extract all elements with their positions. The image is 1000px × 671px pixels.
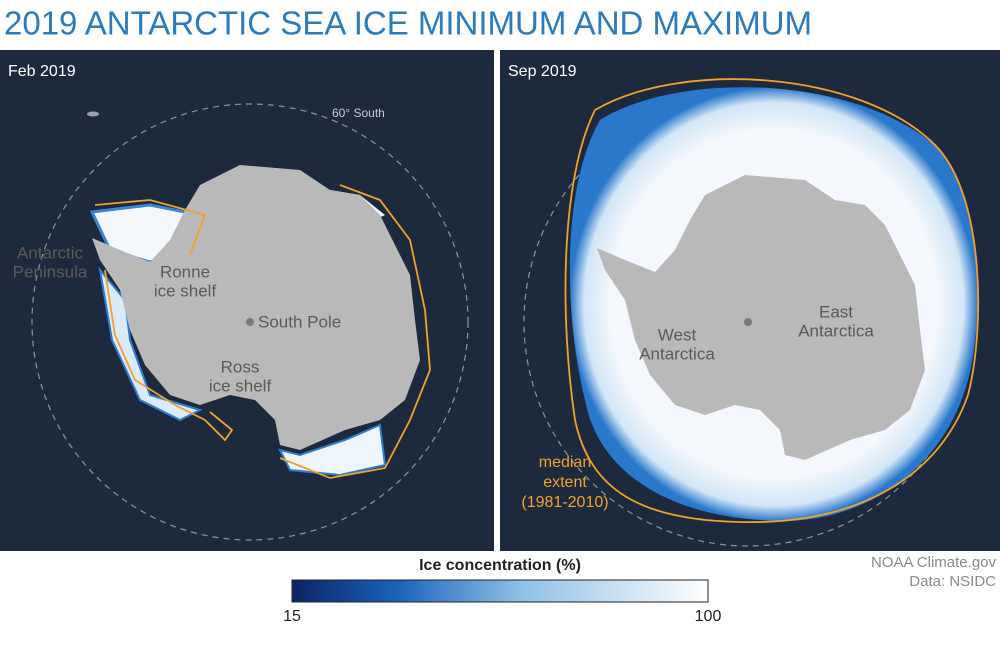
median-extent-line xyxy=(94,184,431,479)
latitude-circle xyxy=(31,103,469,541)
median-label: extent xyxy=(543,474,587,491)
map-label: East xyxy=(819,302,853,321)
map-label: Peninsula xyxy=(13,262,88,281)
colorbar-max: 100 xyxy=(695,608,722,625)
map-label: Ross xyxy=(221,357,260,376)
colorbar-min: 15 xyxy=(283,608,301,625)
map-label: Antarctica xyxy=(798,321,874,340)
map-label: ice shelf xyxy=(154,281,217,300)
page-title: 2019 ANTARCTIC SEA ICE MINIMUM AND MAXIM… xyxy=(4,5,812,42)
feb-panel: Feb 2019 60° South Antarctic Peninsula R… xyxy=(0,50,494,551)
legend-title: Ice concentration (%) xyxy=(419,557,581,574)
map-label: Ronne xyxy=(160,262,210,281)
map-label: ice shelf xyxy=(209,376,272,395)
median-label: median xyxy=(539,454,591,471)
latitude-label: 60° South xyxy=(332,106,385,120)
map-label: Antarctic xyxy=(17,243,84,262)
legend: Ice concentration (%) 15 100 xyxy=(283,557,721,625)
map-label: West xyxy=(658,325,697,344)
pole-marker xyxy=(744,318,752,326)
sep-panel: Sep 2019 West Antarctica East Antarctica… xyxy=(500,50,1000,551)
island xyxy=(87,111,99,117)
panel-date: Feb 2019 xyxy=(8,63,76,80)
median-extent-line xyxy=(564,78,980,523)
credit: Data: NSIDC xyxy=(909,573,996,590)
pole-marker xyxy=(246,318,254,326)
colorbar xyxy=(291,579,709,603)
panel-date: Sep 2019 xyxy=(508,63,577,80)
map-label: Antarctica xyxy=(639,344,715,363)
sea-ice xyxy=(278,423,387,477)
median-label: (1981-2010) xyxy=(521,494,608,511)
map-label: South Pole xyxy=(258,312,341,331)
credit: NOAA Climate.gov xyxy=(871,554,997,571)
